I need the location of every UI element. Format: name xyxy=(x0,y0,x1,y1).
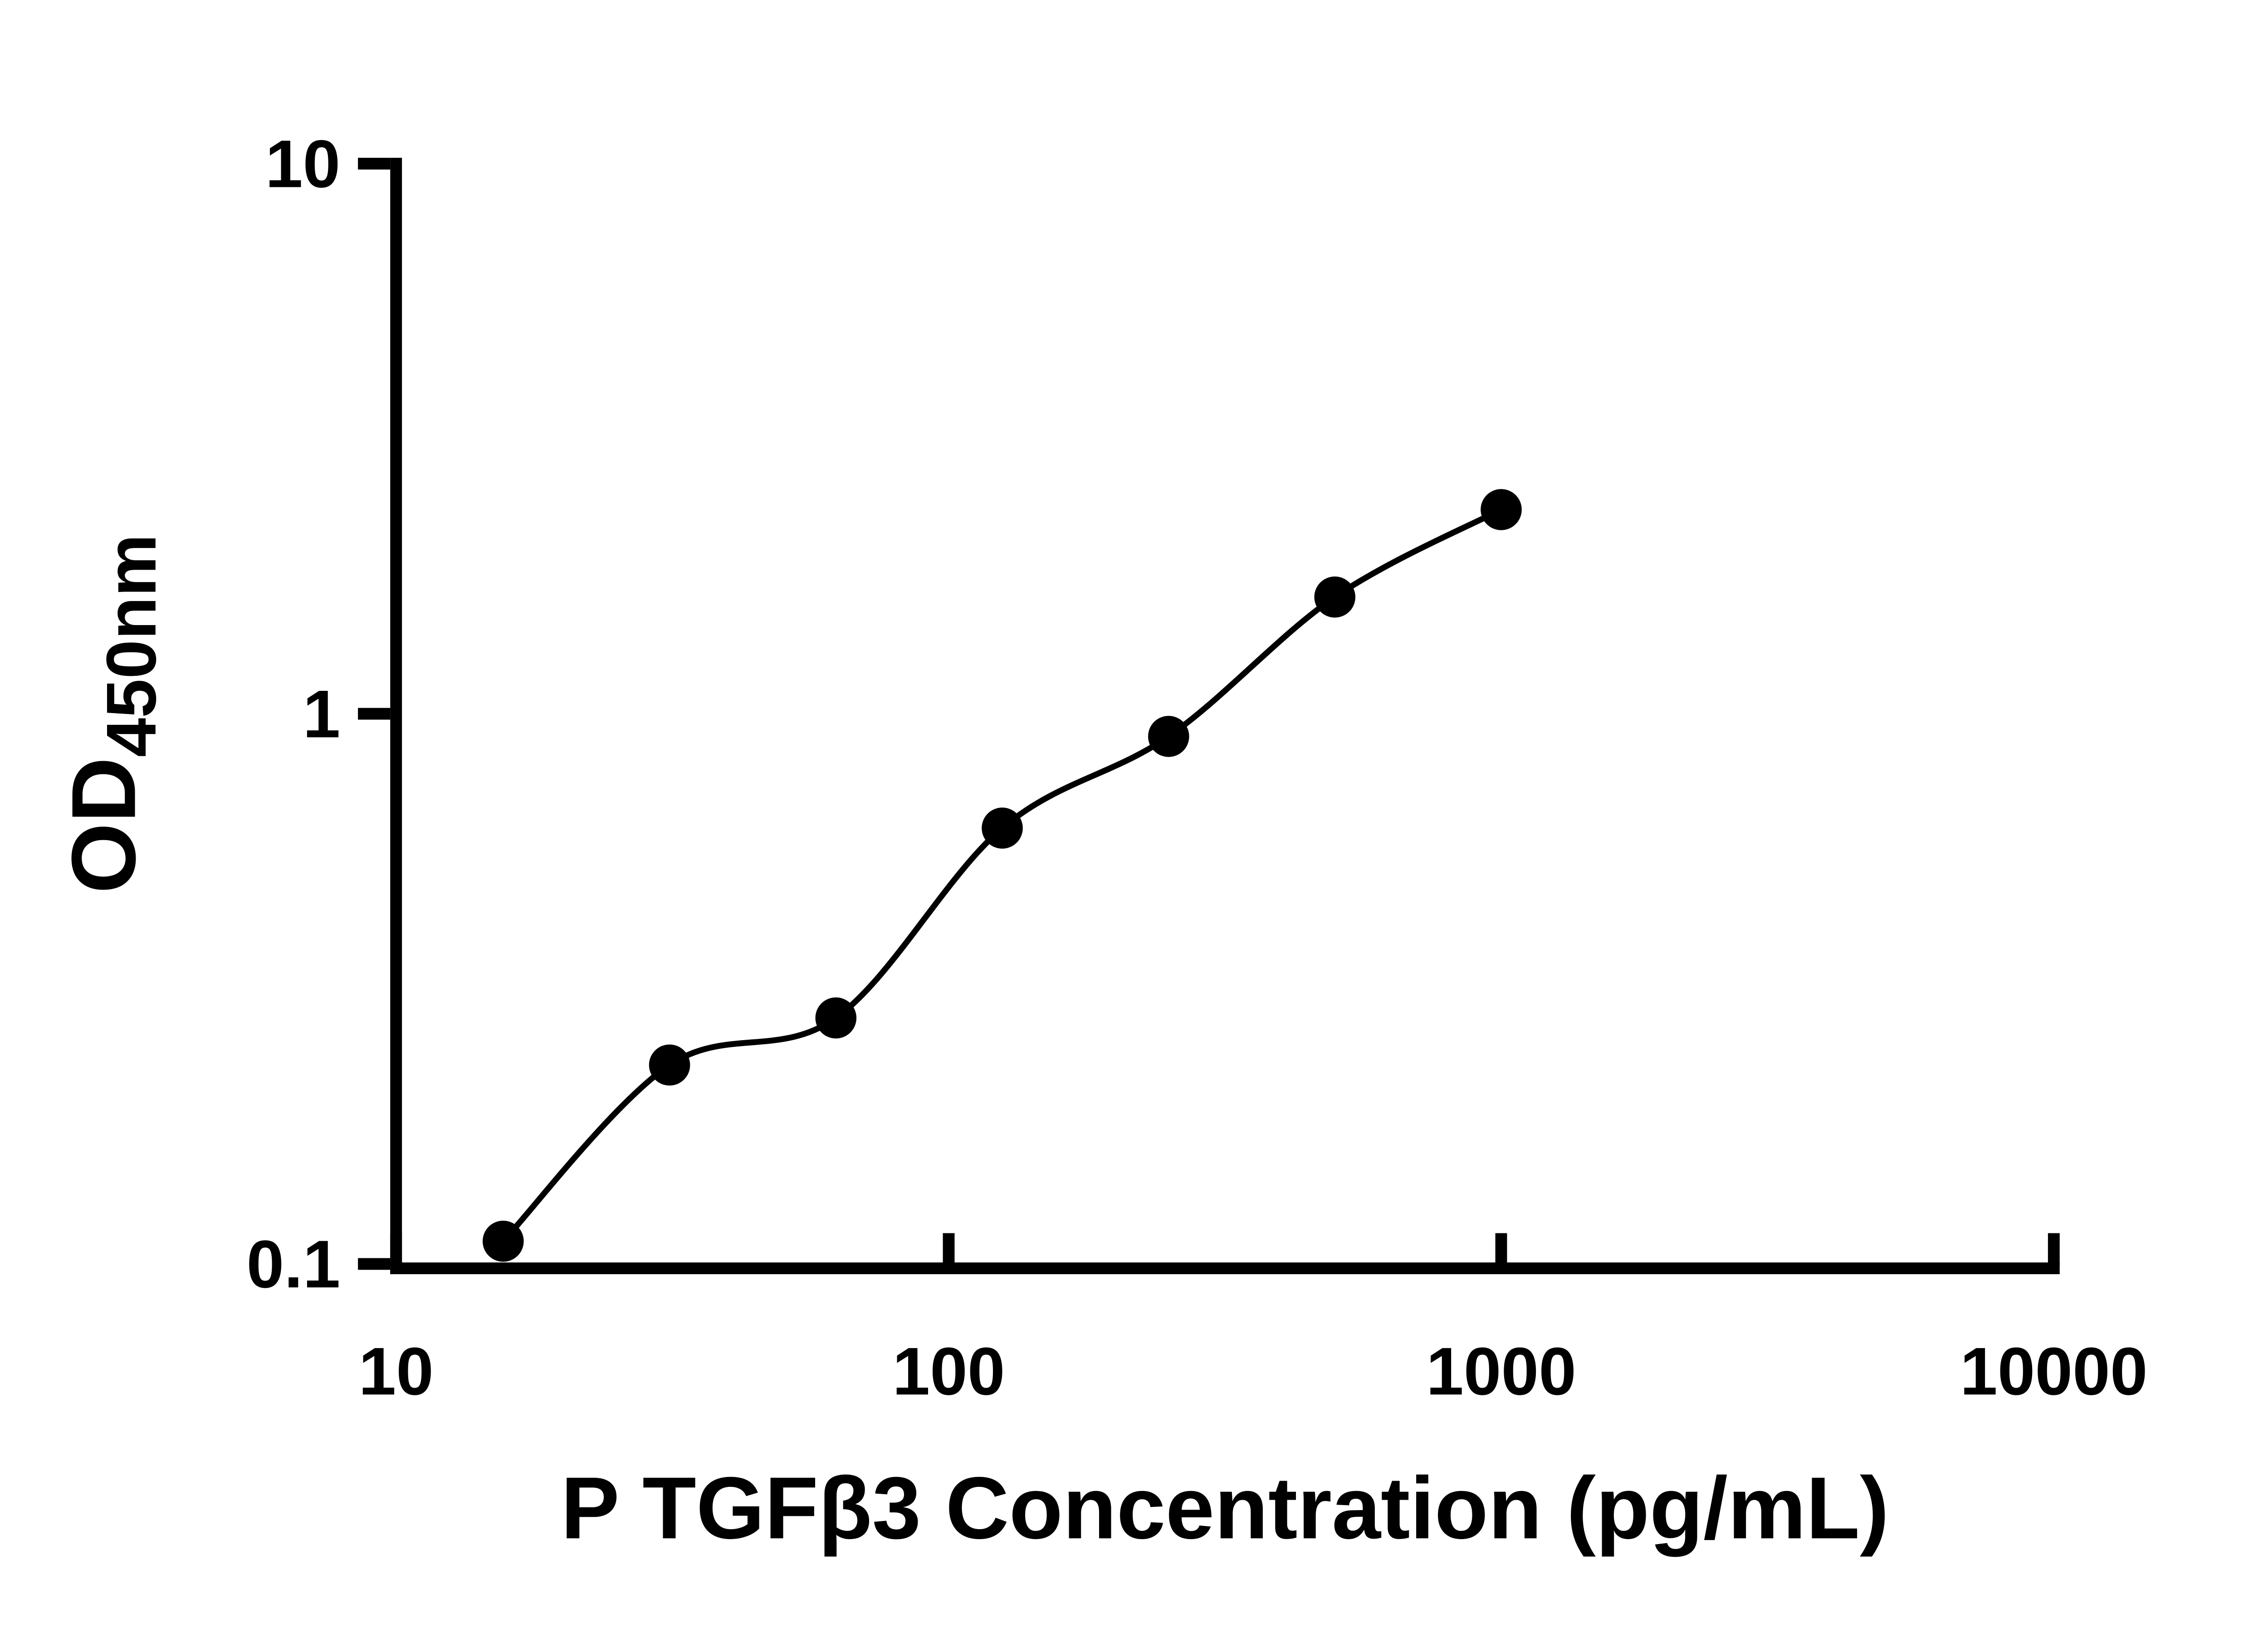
data-point xyxy=(982,807,1023,849)
data-point xyxy=(483,1221,524,1262)
y-tick-label: 1 xyxy=(303,676,341,752)
x-tick-label: 10 xyxy=(358,1333,433,1409)
data-point xyxy=(1314,576,1356,618)
y-tick-label: 10 xyxy=(265,126,340,202)
axes xyxy=(390,157,2060,1275)
data-point xyxy=(1148,716,1189,757)
x-axis-title: P TGFβ3 Concentration (pg/mL) xyxy=(561,1459,1889,1557)
y-axis-title-subscript: 450nm xyxy=(92,534,171,757)
data-series xyxy=(483,489,1522,1262)
x-tick-label: 10000 xyxy=(1960,1333,2148,1409)
data-point xyxy=(815,997,857,1039)
data-point xyxy=(649,1044,690,1086)
fit-curve xyxy=(501,507,1503,1243)
y-tick-label: 0.1 xyxy=(247,1226,341,1302)
tick-marks: 10 100 1000 10000 10 1 0.1 xyxy=(247,126,2148,1409)
y-axis-title: OD450nm xyxy=(53,534,171,894)
y-axis-title-main: OD xyxy=(53,757,155,894)
x-tick-label: 1000 xyxy=(1426,1333,1576,1409)
data-point xyxy=(1481,489,1522,530)
x-tick-label: 100 xyxy=(892,1333,1005,1409)
